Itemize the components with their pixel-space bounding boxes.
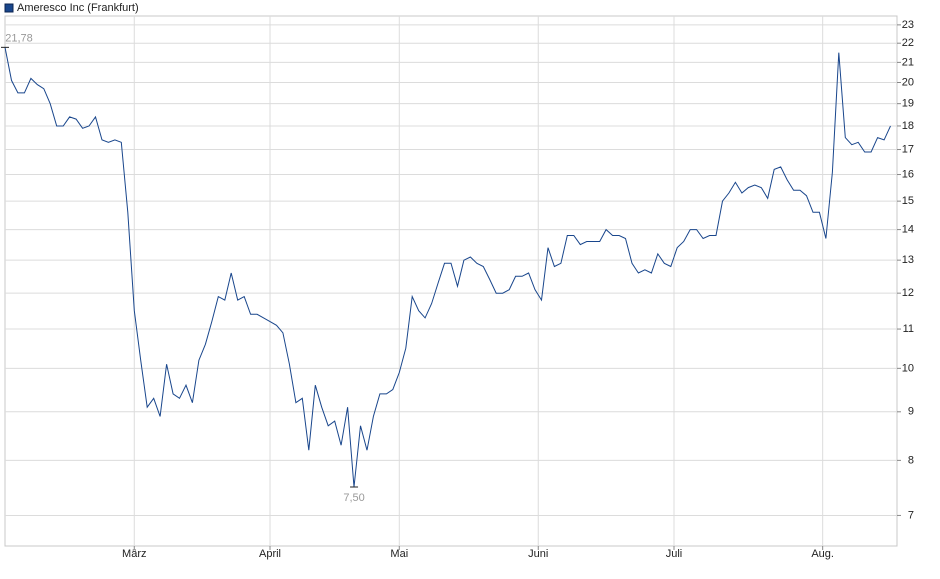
x-tick-label: Juni [528,548,548,560]
y-tick-label: 8 [908,454,914,466]
y-tick-label: 16 [902,168,914,180]
x-tick-label: Juli [666,548,683,560]
x-tick-label: Aug. [811,548,834,560]
annotation-label: 7,50 [343,492,364,504]
y-tick-label: 11 [903,323,914,335]
annotation-label: 21,78 [5,32,33,44]
y-tick-label: 20 [902,76,914,88]
y-tick-label: 13 [902,254,914,266]
y-tick-label: 7 [908,509,914,521]
x-tick-label: März [122,548,146,560]
y-tick-label: 12 [902,287,914,299]
y-tick-label: 15 [902,195,914,207]
x-tick-label: Mai [390,548,408,560]
y-tick-label: 22 [902,37,914,49]
legend-swatch [4,3,14,13]
y-tick-label: 9 [908,406,914,418]
y-tick-label: 17 [902,143,914,155]
plot-area [4,15,898,547]
y-tick-label: 21 [902,56,914,68]
y-tick-label: 19 [902,98,914,110]
price-line [4,47,891,488]
y-tick-label: 18 [902,120,914,132]
y-tick-label: 14 [902,223,914,235]
y-tick-label: 10 [902,362,914,374]
x-tick-label: April [259,548,281,560]
legend-label: Ameresco Inc (Frankfurt) [17,2,139,14]
y-tick-label: 23 [902,19,914,31]
